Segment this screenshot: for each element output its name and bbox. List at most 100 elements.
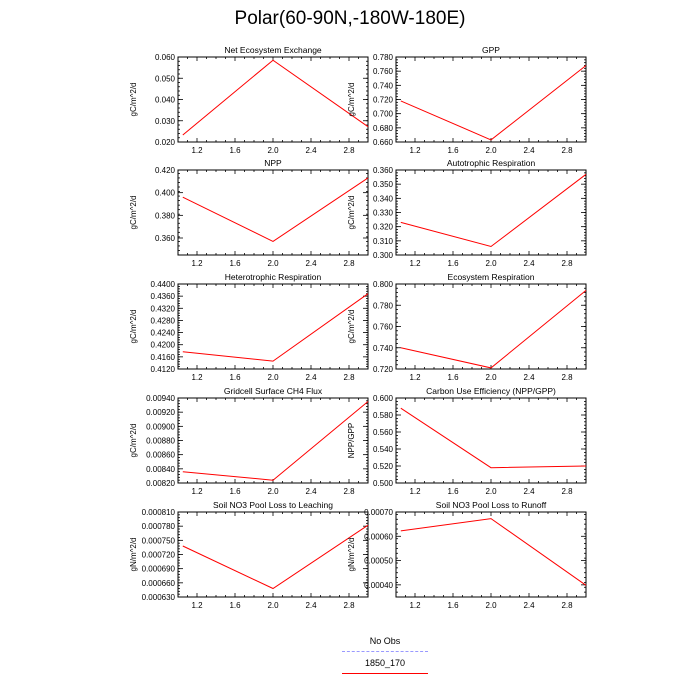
panel-4-ytick-label: 0.360 [373, 166, 394, 175]
panel-8-title: Carbon Use Efficiency (NPP/GPP) [426, 386, 556, 396]
panel-4-xtick-label: 2.4 [523, 259, 535, 268]
panel-3-ylabel: gC/m^2/d [129, 196, 138, 230]
panel-8-frame [395, 397, 587, 484]
legend-line-no-obs [342, 651, 428, 652]
panel-9-xtick-label: 1.6 [229, 601, 241, 610]
panel-9-ytick-label: 0.000810 [142, 508, 176, 517]
panel-10-xtick-label: 2.4 [523, 601, 535, 610]
panel-2-xtick-label: 2.4 [523, 146, 535, 155]
panel-6-ytick-label: 0.800 [373, 280, 394, 289]
panel-8-xtick-label: 2.4 [523, 487, 535, 496]
panel-7-ylabel: gC/m^2/d [129, 424, 138, 458]
panel-9-xtick-label: 2.4 [305, 601, 317, 610]
panel-7-xtick-label: 2.8 [343, 487, 355, 496]
panel-8-xtick-label: 2.8 [561, 487, 573, 496]
panel-9-frame [177, 511, 369, 598]
panel-1-xtick-label: 2.0 [267, 146, 279, 155]
panel-7-ytick-label: 0.00860 [146, 451, 175, 460]
panel-2-xtick-label: 2.0 [485, 146, 497, 155]
panel-10-ytick-label: 0.00050 [364, 557, 393, 566]
panel-4-series-line [400, 173, 587, 248]
panel-8-xtick-label: 1.6 [447, 487, 459, 496]
panel-2-ytick-label: 0.780 [373, 53, 394, 62]
panel-5-frame [177, 283, 369, 370]
panel-5-ytick-label: 0.4160 [151, 353, 176, 362]
panel-3-xtick-label: 2.0 [267, 259, 279, 268]
panel-1-ytick-label: 0.040 [155, 96, 176, 105]
panel-8-ytick-label: 0.520 [373, 462, 394, 471]
panel-9-ytick-label: 0.000660 [142, 579, 176, 588]
panel-5-ytick-label: 0.4240 [151, 329, 176, 338]
panel-5-ytick-label: 0.4200 [151, 341, 176, 350]
panel-10-xtick-label: 2.8 [561, 601, 573, 610]
panel-5-ytick-label: 0.4120 [151, 365, 176, 374]
panel-3-ytick-label: 0.420 [155, 166, 176, 175]
panel-9-ytick-label: 0.000780 [142, 522, 176, 531]
panel-5-ylabel: gC/m^2/d [129, 310, 138, 344]
panel-10-ytick-label: 0.00040 [364, 581, 393, 590]
legend-label-1850-170: 1850_170 [364, 658, 406, 668]
panel-1-frame [177, 56, 369, 143]
panel-3-series-line [182, 177, 369, 242]
panel-2-series-line [400, 65, 587, 141]
panel-3-xtick-label: 2.4 [305, 259, 317, 268]
panel-1-xtick-label: 1.6 [229, 146, 241, 155]
panel-1-xtick-label: 2.8 [343, 146, 355, 155]
panel-6-ylabel: gC/m^2/d [347, 310, 356, 344]
panel-7-ytick-label: 0.00880 [146, 437, 175, 446]
panel-9-ytick-label: 0.000630 [142, 593, 176, 602]
panel-8-ytick-label: 0.600 [373, 394, 394, 403]
panel-8-ytick-label: 0.560 [373, 428, 394, 437]
legend: No Obs 1850_170 [340, 636, 430, 680]
panel-10-ytick-label: 0.00070 [364, 508, 393, 517]
panel-3-title: NPP [264, 158, 282, 168]
panel-4-xtick-label: 1.2 [409, 259, 421, 268]
panel-10-xtick-label: 1.2 [409, 601, 421, 610]
panel-4-ytick-label: 0.310 [373, 237, 394, 246]
panel-6-title: Ecosystem Respiration [448, 272, 535, 282]
panel-8-ytick-label: 0.580 [373, 411, 394, 420]
panel-4-ytick-label: 0.320 [373, 223, 394, 232]
panel-2-ytick-label: 0.720 [373, 96, 394, 105]
panel-9-xtick-label: 1.2 [191, 601, 203, 610]
panel-3-xtick-label: 1.6 [229, 259, 241, 268]
panel-10-series-line [400, 518, 587, 586]
panel-8-xtick-label: 1.2 [409, 487, 421, 496]
panel-3-frame [177, 169, 369, 256]
panel-2-ytick-label: 0.680 [373, 124, 394, 133]
panel-5-xtick-label: 2.4 [305, 373, 317, 382]
panel-2-frame [395, 56, 587, 143]
panel-10-xtick-label: 1.6 [447, 601, 459, 610]
panel-5-ytick-label: 0.4360 [151, 292, 176, 301]
panel-3-ytick-label: 0.380 [155, 211, 176, 220]
panel-8-xtick-label: 2.0 [485, 487, 497, 496]
panel-9-xtick-label: 2.8 [343, 601, 355, 610]
panel-6-ytick-label: 0.740 [373, 344, 394, 353]
panel-7-frame [177, 397, 369, 484]
panel-6-xtick-label: 1.2 [409, 373, 421, 382]
panel-7-ytick-label: 0.00900 [146, 422, 175, 431]
panel-1-xtick-label: 2.4 [305, 146, 317, 155]
panel-2-ytick-label: 0.700 [373, 110, 394, 119]
panel-7-xtick-label: 2.4 [305, 487, 317, 496]
panel-9-ytick-label: 0.000750 [142, 536, 176, 545]
panel-7-ytick-label: 0.00820 [146, 479, 175, 488]
panel-3-ytick-label: 0.360 [155, 234, 176, 243]
panel-5-ytick-label: 0.4400 [151, 280, 176, 289]
panel-8-ylabel: NPP/GPP [347, 423, 356, 459]
panel-10-title: Soil NO3 Pool Loss to Runoff [436, 500, 547, 510]
panel-6-ytick-label: 0.760 [373, 323, 394, 332]
panel-5-ytick-label: 0.4320 [151, 304, 176, 313]
panel-1-xtick-label: 1.2 [191, 146, 203, 155]
panel-4-xtick-label: 2.0 [485, 259, 497, 268]
panel-7-ytick-label: 0.00940 [146, 394, 175, 403]
panel-4-ytick-label: 0.300 [373, 251, 394, 260]
panel-6-series-line [400, 290, 587, 369]
panel-9-ytick-label: 0.000720 [142, 551, 176, 560]
panel-4-ytick-label: 0.340 [373, 194, 394, 203]
panel-4-ylabel: gC/m^2/d [347, 196, 356, 230]
panel-1-ytick-label: 0.050 [155, 74, 176, 83]
panel-5-title: Heterotrophic Respiration [225, 272, 322, 282]
panel-7-series-line [182, 401, 369, 481]
